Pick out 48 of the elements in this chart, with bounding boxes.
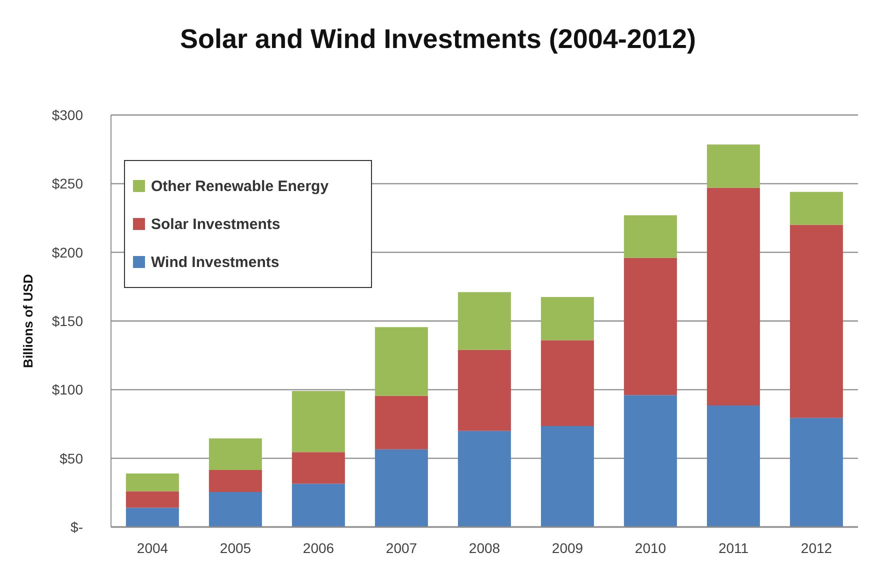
y-tick-label: $100 [52,382,84,398]
chart-title: Solar and Wind Investments (2004-2012) [179,24,697,55]
bar [126,508,179,527]
x-tick-label: 2012 [800,540,832,556]
y-tick-label: $50 [60,450,84,466]
bar [374,449,428,527]
bar [790,192,843,225]
legend-label: Wind Investments [151,254,280,270]
bar [790,224,843,418]
bar [292,452,345,484]
x-tick-label: 2008 [468,540,500,556]
x-tick-label: 2011 [718,540,749,556]
y-tick-label: $- [70,518,84,535]
x-tick-label: 2009 [552,540,584,556]
legend-label: Solar Investments [151,216,280,232]
bar [624,215,677,258]
y-tick-label: $150 [52,312,84,329]
bar [208,438,262,470]
bar [624,395,677,527]
bar [540,296,594,340]
bar [292,484,345,527]
bar [540,340,594,426]
bar [540,426,594,527]
bar [458,430,511,527]
bar [458,350,511,431]
bar [208,492,262,527]
y-tick-label: $300 [52,106,84,123]
x-tick-label: 2005 [220,540,252,556]
legend-label: Other Renewable Energy [151,178,329,194]
y-tick-label: $200 [52,244,84,260]
bar [126,473,179,492]
x-tick-label: 2007 [386,540,418,556]
bar [706,188,760,406]
bar [126,491,179,508]
x-tick-label: 2006 [302,540,334,556]
bar [208,470,262,492]
bar [374,396,428,450]
bar [706,144,760,188]
y-tick-label: $250 [52,176,84,192]
bar [706,405,760,527]
x-tick-label: 2004 [136,540,168,556]
bar [624,258,677,396]
x-tick-label: 2010 [634,540,666,556]
bar [374,327,428,396]
bar [790,418,843,527]
bar [292,391,345,452]
bar [458,292,511,350]
y-axis-title: Billions of USD [20,274,36,368]
